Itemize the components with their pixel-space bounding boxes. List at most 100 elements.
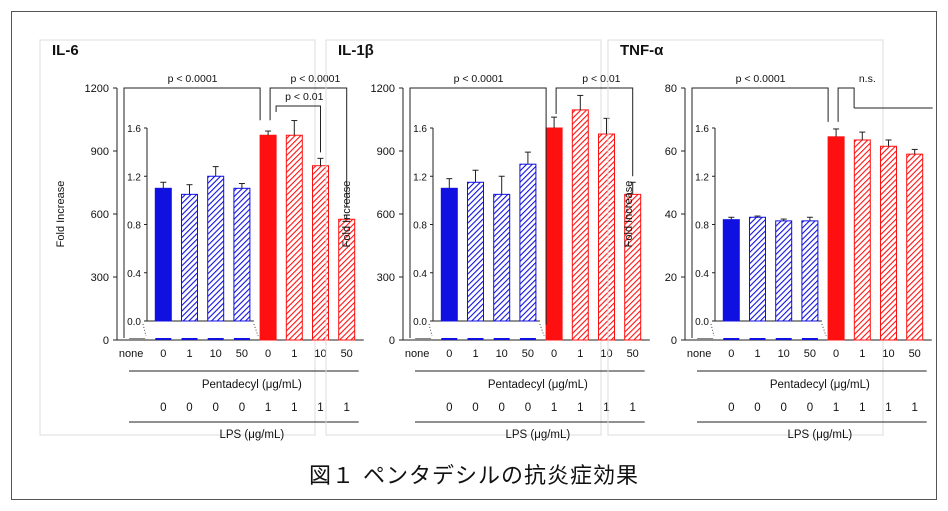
x-tick-label: 50 [341, 348, 353, 360]
y-tick-label: 600 [377, 209, 395, 221]
inset-connector-right [539, 323, 545, 337]
y-tick-label: 600 [91, 209, 109, 221]
y-tick-label: 20 [665, 272, 677, 284]
x-tick-label: 0 [728, 348, 734, 360]
inset-y-tick-label: 0.0 [413, 317, 427, 328]
inset-y-tick-label: 0.8 [413, 221, 427, 232]
p-value-label: p < 0.0001 [454, 73, 504, 85]
lps-value: 0 [728, 402, 734, 414]
x-tick-label: 1 [754, 348, 760, 360]
chart-panel-1: IL-6 Fold Increase 0 300 600 900 1200 0.0 0.4 0.8… [39, 39, 364, 441]
significance-bracket [555, 87, 634, 177]
inset-y-tick-label: 0.4 [127, 269, 141, 280]
inset-y-tick-label: 1.6 [413, 124, 427, 135]
p-value-label: p < 0.01 [582, 73, 620, 85]
y-tick-label: 0 [389, 335, 395, 347]
significance-bracket [837, 87, 855, 122]
inset-bar [749, 216, 766, 322]
inset-bar [440, 187, 458, 322]
bar [571, 109, 589, 341]
bar [598, 133, 615, 341]
y-axis-label: Fold Increase [341, 181, 353, 248]
x-tick-label: none [687, 348, 711, 360]
y-axis-label: Fold Increase [623, 181, 635, 248]
y-tick-label: 80 [665, 83, 677, 95]
significance-bracket [275, 105, 321, 153]
p-value-label: p < 0.0001 [736, 73, 786, 85]
x-tick-label: 0 [265, 348, 271, 360]
x-tick-label: 50 [522, 348, 534, 360]
x-tick-label: 10 [882, 348, 894, 360]
lps-label: LPS (μg/mL) [787, 429, 852, 441]
lps-label: LPS (μg/mL) [219, 429, 284, 441]
y-tick-label: 900 [91, 146, 109, 158]
chart-panel-3: TNF-α Fold Increase 0 20 40 60 80 0.0 0.4 0.8 1.2 1… [607, 39, 933, 441]
bar [853, 139, 871, 341]
x-tick-label: 10 [600, 348, 612, 360]
figure-caption: 図１ ペンタデシルの抗炎症効果 [309, 464, 639, 489]
bar [181, 338, 198, 340]
x-tick-label: 50 [627, 348, 639, 360]
bar [415, 338, 432, 340]
lps-value: 1 [629, 402, 635, 414]
x-tick-label: 50 [236, 348, 248, 360]
lps-value: 1 [551, 402, 557, 414]
significance-bracket [409, 87, 547, 338]
significance-bracket [269, 87, 348, 208]
bar [749, 338, 766, 340]
bar [493, 338, 510, 340]
bar [906, 153, 924, 341]
bar [775, 338, 792, 340]
inset-bar [722, 219, 740, 322]
y-tick-label: 1200 [85, 83, 109, 95]
lps-value: 0 [160, 402, 166, 414]
inset-y-tick-label: 0.4 [413, 269, 427, 280]
x-tick-label: 0 [833, 348, 839, 360]
inset-bar [154, 187, 172, 322]
lps-value: 0 [446, 402, 452, 414]
significance-bracket [691, 87, 829, 338]
x-tick-label: 50 [909, 348, 921, 360]
lps-value: 1 [603, 402, 609, 414]
pentadecyl-label: Pentadecyl (μg/mL) [202, 379, 302, 391]
x-tick-label: 1 [577, 348, 583, 360]
inset-y-tick-label: 0.8 [695, 221, 709, 232]
bar [880, 145, 897, 341]
x-tick-label: 50 [804, 348, 816, 360]
inset-bar [519, 163, 537, 322]
chart-title: IL-1β [338, 42, 374, 59]
inset-bar [801, 220, 819, 322]
lps-value: 0 [525, 402, 531, 414]
bar [285, 134, 303, 341]
lps-value: 1 [317, 402, 323, 414]
bar [155, 338, 172, 340]
significance-bracket [123, 87, 261, 338]
bar [441, 338, 458, 340]
inset-y-tick-label: 1.6 [127, 124, 141, 135]
x-tick-label: none [119, 348, 143, 360]
bar [545, 127, 563, 341]
y-tick-label: 300 [377, 272, 395, 284]
lps-value: 1 [577, 402, 583, 414]
inset-y-tick-label: 1.6 [695, 124, 709, 135]
x-tick-label: 1 [186, 348, 192, 360]
x-tick-label: none [405, 348, 429, 360]
bar [801, 338, 818, 340]
lps-value: 1 [885, 402, 891, 414]
x-tick-label: 10 [314, 348, 326, 360]
lps-value: 0 [212, 402, 218, 414]
x-tick-label: 10 [210, 348, 222, 360]
inset-connector-left [142, 323, 147, 337]
x-tick-label: 1 [291, 348, 297, 360]
y-tick-label: 300 [91, 272, 109, 284]
inset-y-tick-label: 0.4 [695, 269, 709, 280]
inset-y-tick-label: 1.2 [127, 172, 141, 183]
lps-value: 1 [911, 402, 917, 414]
lps-value: 1 [265, 402, 271, 414]
bar [129, 338, 146, 340]
p-value-label: n.s. [859, 73, 876, 85]
lps-value: 0 [754, 402, 760, 414]
x-tick-label: 0 [446, 348, 452, 360]
inset-y-tick-label: 0.8 [127, 221, 141, 232]
